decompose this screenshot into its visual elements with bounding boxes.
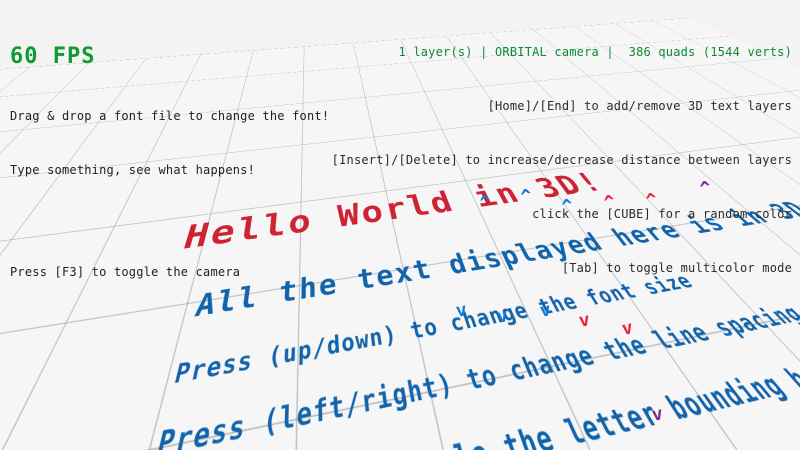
hud-hint-cube-color: click the [CUBE] for a random color bbox=[532, 207, 792, 221]
hud-left-panel: 60 FPS Drag & drop a font file to change… bbox=[10, 6, 329, 318]
hud-hint-layers: [Home]/[End] to add/remove 3D text layer… bbox=[487, 99, 792, 113]
hud-hint-type: Type something, see what happens! bbox=[10, 163, 256, 177]
hud-spacer bbox=[10, 216, 329, 226]
fps-counter: 60 FPS bbox=[10, 44, 96, 69]
hud-hint-layer-distance: [Insert]/[Delete] to increase/decrease d… bbox=[331, 153, 792, 167]
hud-hint-multicolor: [Tab] to toggle multicolor mode bbox=[561, 261, 792, 275]
hud-right-panel: 1 layer(s) | ORBITAL camera | 386 quads … bbox=[332, 6, 792, 314]
hud-hint-camera: Press [F3] to toggle the camera bbox=[10, 265, 241, 279]
scene-stats: 1 layer(s) | ORBITAL camera | 386 quads … bbox=[398, 45, 792, 59]
hud-hint-dragdrop: Drag & drop a font file to change the fo… bbox=[10, 109, 330, 123]
